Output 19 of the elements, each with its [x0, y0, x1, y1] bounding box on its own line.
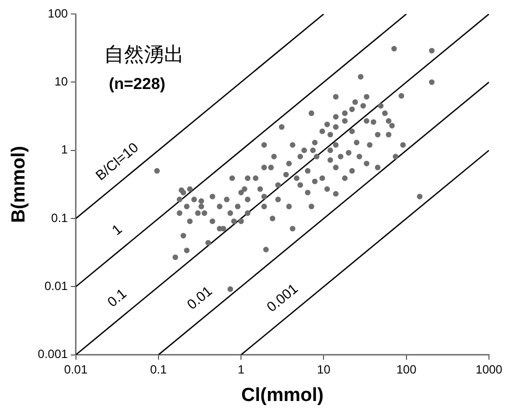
y-tick-label: 1	[61, 142, 68, 157]
x-tick-label: 1	[238, 362, 245, 376]
x-tick-label: 1000	[476, 362, 503, 376]
x-tick-label: 100	[396, 362, 417, 376]
y-tick-label: 0.1	[51, 210, 68, 225]
text: 0.1	[104, 285, 130, 310]
y-tick-label: 0.01	[44, 278, 68, 293]
y-axis-title: B(mmol)	[8, 146, 30, 223]
annotation: 自然湧出	[104, 42, 184, 66]
x-axis-title: Cl(mmol)	[241, 384, 324, 406]
y-tick-label: 100	[48, 6, 68, 20]
text: 1	[108, 220, 125, 238]
annotation: (n=228)	[108, 76, 166, 93]
x-tick-label: 0.1	[150, 362, 168, 376]
y-tick-label: 0.001	[38, 347, 68, 362]
y-tick-label: 10	[54, 74, 68, 88]
x-tick-label: 0.01	[64, 362, 88, 376]
text: 0.01	[184, 282, 216, 312]
x-tick-label: 10	[317, 362, 331, 376]
